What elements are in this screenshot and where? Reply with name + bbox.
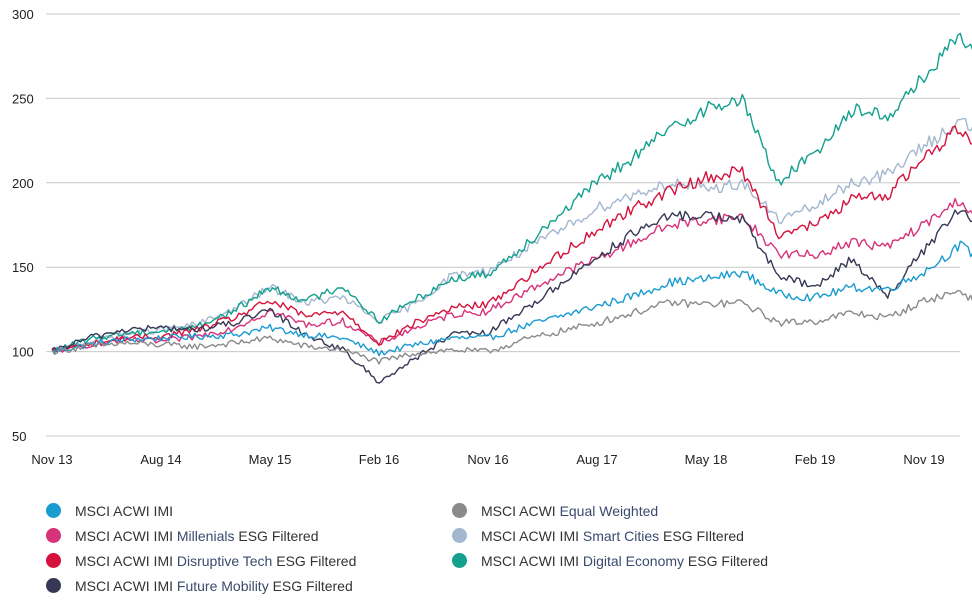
legend-column-left: MSCI ACWI IMI MSCI ACWI IMI Millenials ES… bbox=[46, 498, 356, 598]
x-tick-label: Nov 19 bbox=[903, 452, 944, 467]
x-tick-label: Nov 16 bbox=[467, 452, 508, 467]
legend-label: MSCI ACWI Equal Weighted bbox=[481, 502, 659, 519]
legend-item: MSCI ACWI IMI bbox=[46, 498, 356, 523]
x-axis: Nov 13 Aug 14 May 15 Feb 16 Nov 16 Aug 17 May … bbox=[31, 452, 944, 467]
line-chart: 50 100 150 200 250 300 Nov 13 Aug 14 May 15 Feb … bbox=[12, 7, 972, 467]
gridlines bbox=[46, 13, 960, 437]
legend-label: MSCI ACWI IMI bbox=[75, 502, 173, 519]
series-line-msci-acwi-equal-weighted bbox=[51, 289, 972, 365]
legend-label: MSCI ACWI IMI Millenials ESG Filtered bbox=[75, 527, 319, 544]
legend-label: MSCI ACWI IMI Smart Cities ESG FIltered bbox=[481, 527, 744, 544]
x-tick-label: Nov 13 bbox=[31, 452, 72, 467]
series-line-msci-acwi-imi-digital-economy-esg-filtered bbox=[51, 32, 972, 354]
legend-swatch bbox=[452, 553, 467, 568]
legend-item: MSCI ACWI IMI Disruptive Tech ESG Filter… bbox=[46, 548, 356, 573]
legend-swatch bbox=[46, 528, 61, 543]
y-tick-label: 300 bbox=[12, 7, 34, 22]
legend-swatch bbox=[452, 503, 467, 518]
legend-item: MSCI ACWI IMI Digital Economy ESG Filter… bbox=[452, 548, 768, 573]
y-tick-label: 150 bbox=[12, 260, 34, 275]
y-tick-label: 50 bbox=[12, 429, 26, 444]
x-tick-label: Aug 17 bbox=[576, 452, 617, 467]
legend-swatch bbox=[46, 553, 61, 568]
legend-item: MSCI ACWI Equal Weighted bbox=[452, 498, 768, 523]
series-lines bbox=[51, 32, 972, 384]
y-tick-label: 100 bbox=[12, 345, 34, 360]
x-tick-label: Aug 14 bbox=[140, 452, 181, 467]
series-line-msci-acwi-imi-future-mobility-esg-filtered bbox=[51, 209, 972, 384]
legend-label: MSCI ACWI IMI Disruptive Tech ESG Filter… bbox=[75, 552, 357, 569]
series-line-msci-acwi-imi bbox=[51, 240, 972, 357]
y-axis: 50 100 150 200 250 300 bbox=[12, 7, 34, 444]
x-tick-label: May 18 bbox=[685, 452, 728, 467]
legend-swatch bbox=[46, 503, 61, 518]
series-line-msci-acwi-imi-millenials-esg-filtered bbox=[51, 197, 972, 353]
legend-swatch bbox=[46, 578, 61, 593]
x-tick-label: May 15 bbox=[249, 452, 292, 467]
y-tick-label: 200 bbox=[12, 176, 34, 191]
legend-column-right: MSCI ACWI Equal Weighted MSCI ACWI IMI Sm… bbox=[452, 498, 768, 573]
legend-item: MSCI ACWI IMI Smart Cities ESG FIltered bbox=[452, 523, 768, 548]
legend-label: MSCI ACWI IMI Digital Economy ESG Filter… bbox=[481, 552, 769, 569]
legend-item: MSCI ACWI IMI Future Mobility ESG Filter… bbox=[46, 573, 356, 598]
legend-item: MSCI ACWI IMI Millenials ESG Filtered bbox=[46, 523, 356, 548]
y-tick-label: 250 bbox=[12, 91, 34, 106]
legend-swatch bbox=[452, 528, 467, 543]
legend-label: MSCI ACWI IMI Future Mobility ESG Filter… bbox=[75, 577, 353, 594]
x-tick-label: Feb 16 bbox=[359, 452, 399, 467]
x-tick-label: Feb 19 bbox=[795, 452, 835, 467]
